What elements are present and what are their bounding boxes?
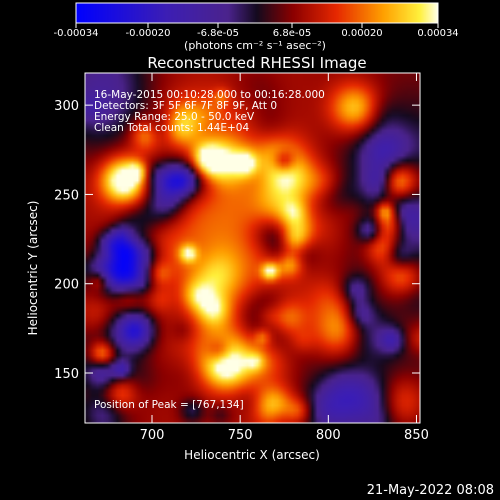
colorbar-tick-label: 0.00020: [341, 28, 382, 39]
y-tick-label: 300: [54, 99, 79, 114]
x-tick-label: 750: [228, 428, 253, 443]
heatmap-image: [85, 73, 420, 423]
x-axis-label: Heliocentric X (arcsec): [184, 448, 320, 462]
axis-ticks: 700 750 800 850 150 200 250 300: [54, 73, 429, 443]
x-tick-label: 800: [316, 428, 341, 443]
footer-timestamp: 21-May-2022 08:08: [367, 483, 494, 498]
time-range-annotation: 16-May-2015 00:10:28.000 to 00:16:28.000: [94, 89, 325, 101]
colorbar-gradient: [76, 3, 438, 23]
colorbar-tick-label: -6.8e-05: [197, 28, 239, 39]
colorbar-unit-label: (photons cm⁻² s⁻¹ asec⁻²): [184, 39, 326, 52]
colorbar-ticks: -0.00034 -0.00020 -6.8e-05 6.8e-05 0.00020 0.…: [54, 23, 459, 39]
y-axis-label: Heliocentric Y (arcsec): [26, 201, 40, 336]
colorbar-tick-label: -0.00020: [126, 28, 171, 39]
y-tick-label: 150: [54, 367, 79, 382]
x-tick-label: 850: [404, 428, 429, 443]
x-tick-label: 700: [140, 428, 165, 443]
energy-range-annotation: Energy Range: 25.0 - 50.0 keV: [94, 111, 255, 123]
colorbar-tick-label: 6.8e-05: [273, 28, 311, 39]
y-tick-label: 250: [54, 188, 79, 203]
colorbar-tick-label: 0.00034: [417, 28, 458, 39]
y-tick-label: 200: [54, 278, 79, 293]
plot-frame: [84, 72, 421, 424]
detectors-annotation: Detectors: 3F 5F 6F 7F 8F 9F, Att 0: [94, 100, 277, 112]
peak-position-annotation: Position of Peak = [767,134]: [94, 399, 244, 411]
colorbar-frame: [75, 2, 439, 24]
chart-title: Reconstructed RHESSI Image: [147, 54, 366, 72]
clean-counts-annotation: Clean Total counts: 1.44E+04: [94, 122, 249, 134]
colorbar-tick-label: -0.00034: [54, 28, 99, 39]
